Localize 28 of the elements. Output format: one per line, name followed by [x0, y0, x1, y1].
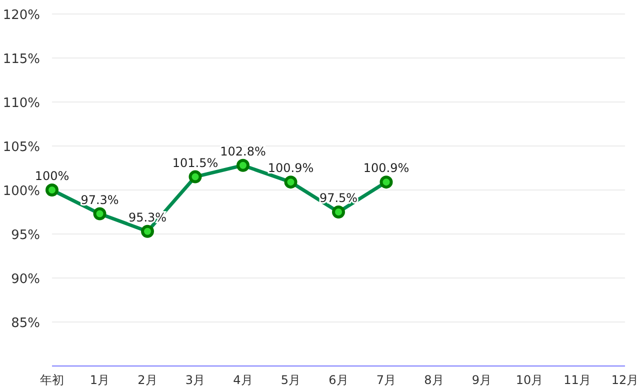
y-tick-label: 95% [11, 228, 40, 243]
x-tick-label: 1月 [90, 373, 110, 387]
x-tick-label: 5月 [280, 373, 301, 387]
y-tick-label: 105% [2, 140, 40, 155]
x-tick-label: 4月 [233, 373, 253, 387]
y-tick-label: 115% [2, 52, 40, 67]
x-tick-label: 6月 [328, 373, 348, 387]
x-tick-label: 年初 [40, 373, 64, 387]
x-tick-label: 7月 [376, 373, 396, 387]
y-tick-label: 100% [2, 184, 40, 199]
x-tick-label: 12月 [611, 373, 639, 387]
x-tick-label: 9月 [472, 373, 492, 387]
data-label: 97.3% [80, 192, 119, 207]
x-tick-label: 2月 [138, 373, 158, 387]
x-tick-label: 10月 [516, 373, 544, 387]
data-label: 101.5% [172, 156, 218, 170]
data-label: 100.9% [268, 161, 314, 176]
x-tick-label: 11月 [564, 373, 591, 387]
y-tick-label: 120% [2, 8, 40, 23]
data-label: 100% [34, 169, 70, 183]
data-label: 97.5% [319, 191, 358, 205]
x-tick-label: 8月 [424, 373, 444, 387]
data-label: 102.8% [220, 144, 266, 158]
y-tick-label: 90% [11, 272, 40, 287]
y-tick-label: 85% [11, 316, 40, 331]
y-tick-label: 110% [2, 96, 40, 111]
x-tick-label: 3月 [185, 373, 206, 387]
data-label: 100.9% [363, 161, 410, 176]
